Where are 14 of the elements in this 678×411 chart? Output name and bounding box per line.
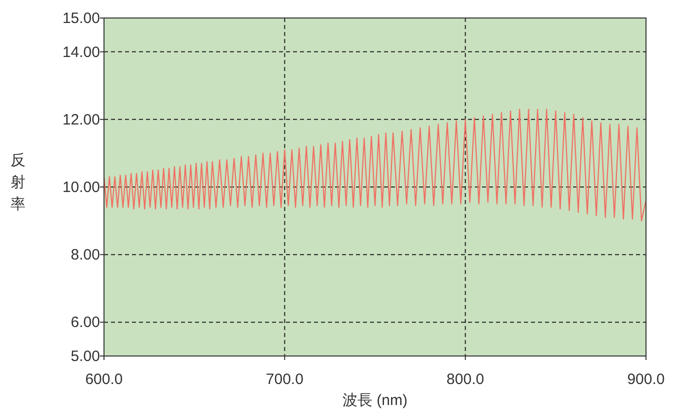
line-series [103,108,647,222]
y-tick-label: 10.00 [62,179,100,196]
y-tick-label: 6.00 [70,314,100,332]
x-tick-label: 600.0 [85,371,123,388]
x-tick-label: 800.0 [446,371,484,388]
x-axis-title: 波長 (nm) [342,392,408,409]
y-tick-label: 14.00 [62,44,100,61]
y-tick-label: 15.00 [62,10,100,27]
y-tick-label: 5.00 [70,348,100,365]
x-tick-label: 900.0 [627,371,665,388]
x-tick-label: 700.0 [266,371,304,388]
y-tick-label: 8.00 [70,246,100,264]
y-axis-title: 反射率 [10,152,26,213]
y-tick-label: 12.00 [62,111,100,128]
